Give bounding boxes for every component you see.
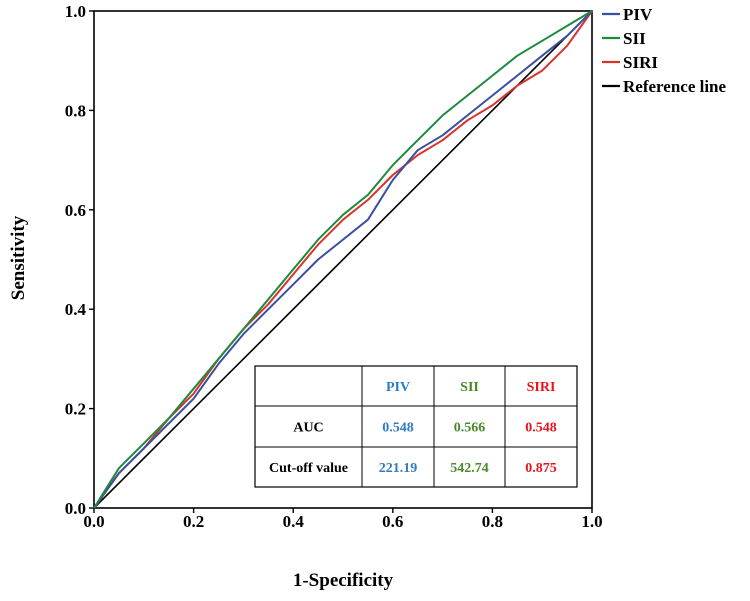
series-layer xyxy=(93,10,593,509)
table-cell: 221.19 xyxy=(379,461,418,476)
x-tick-label: 0.0 xyxy=(83,512,104,531)
series-line-piv xyxy=(93,10,593,509)
table-header-piv: PIV xyxy=(386,380,410,395)
series-line-siri xyxy=(93,10,593,509)
y-tick-label: 0.0 xyxy=(65,499,86,518)
legend-label-sii: SII xyxy=(623,29,646,48)
table-header-siri: SIRI xyxy=(527,380,556,395)
series-line-reference-line xyxy=(93,10,593,509)
table-cell: 0.548 xyxy=(382,421,414,436)
table-frame xyxy=(254,365,578,488)
table-cell: 542.74 xyxy=(450,461,489,476)
legend-label-piv: PIV xyxy=(623,5,653,24)
legend: PIV SII SIRI Reference line xyxy=(602,5,727,96)
x-tick-label: 0.8 xyxy=(482,512,503,531)
x-tick-label: 0.6 xyxy=(382,512,403,531)
y-tick-label: 0.6 xyxy=(65,201,86,220)
y-tick-label: 1.0 xyxy=(65,2,86,21)
x-tick-label: 1.0 xyxy=(581,512,602,531)
legend-label-siri: SIRI xyxy=(623,53,658,72)
y-tick-label: 0.8 xyxy=(65,101,86,120)
y-axis-label: Sensitivity xyxy=(8,215,29,300)
x-axis-label: 1-Specificity xyxy=(293,570,394,591)
y-tick-label: 0.2 xyxy=(65,400,86,419)
table-cell: 0.566 xyxy=(454,421,486,436)
table-header-sii: SII xyxy=(460,380,479,395)
table-cell: 0.875 xyxy=(525,461,557,476)
series-line-sii xyxy=(93,10,593,509)
table-row-label: AUC xyxy=(293,421,323,436)
y-tick-label: 0.4 xyxy=(65,300,87,319)
axes-layer: 0.0 0.2 0.4 0.6 0.8 1.0 0.0 0.2 0.4 0.6 0.8 1.0 xyxy=(65,2,603,531)
table-cell: 0.548 xyxy=(525,421,557,436)
x-tick-label: 0.2 xyxy=(183,512,204,531)
auc-table: PIV SII SIRI AUC 0.548 0.566 0.548 Cut-off valu… xyxy=(254,365,578,488)
x-tick-label: 0.4 xyxy=(283,512,305,531)
table-row-label: Cut-off value xyxy=(269,461,348,476)
plot-frame xyxy=(93,10,593,509)
legend-label-reference-line: Reference line xyxy=(623,77,727,96)
